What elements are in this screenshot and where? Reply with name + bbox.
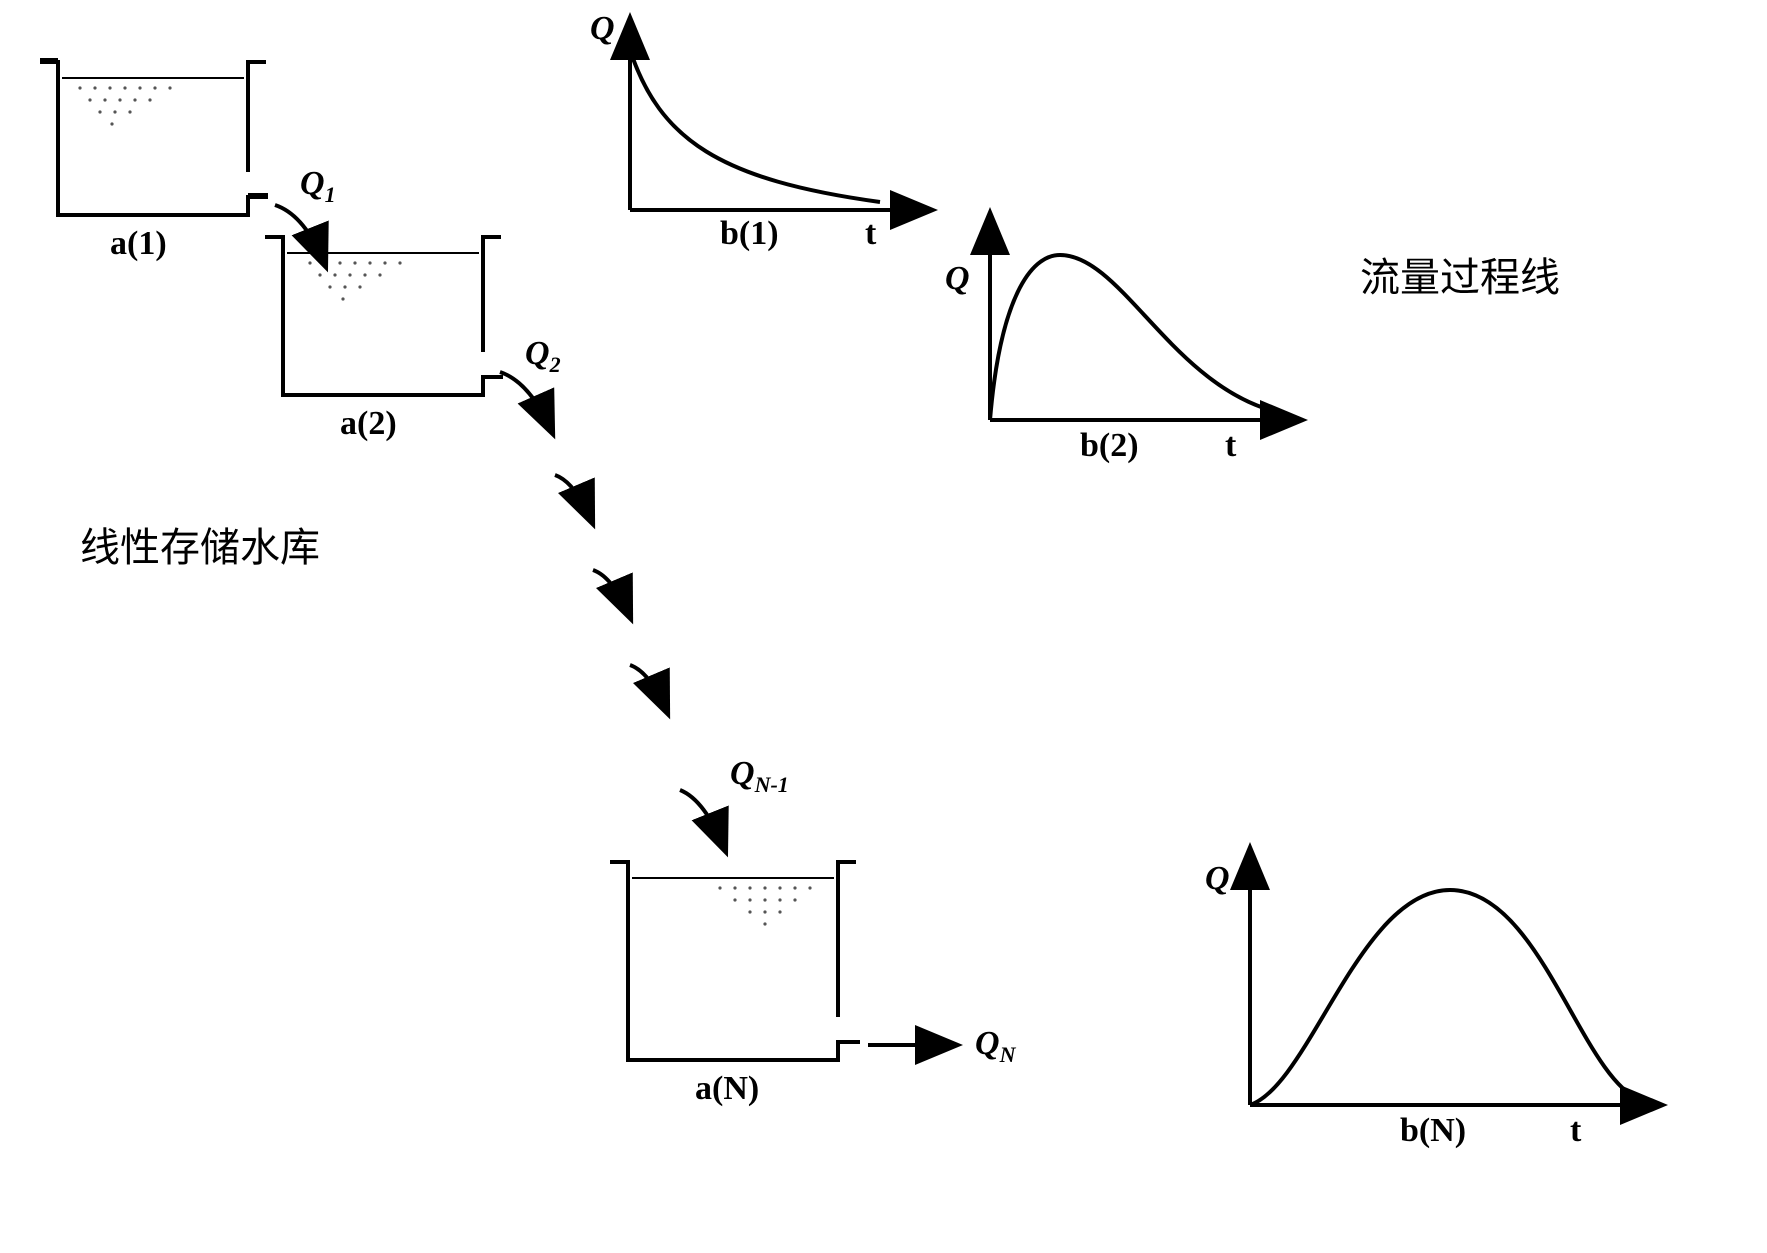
- flow-arrow-qn1: [680, 790, 725, 850]
- chart-bN-ylabel: Q: [1205, 860, 1230, 898]
- chart-b1: Q t b(1): [590, 10, 950, 245]
- caption-left: 线性存储水库: [80, 515, 320, 573]
- chart-b2: Q t b(2): [950, 205, 1320, 455]
- chart-b2-xlabel: t: [1225, 427, 1236, 465]
- chart-bN-caption: b(N): [1400, 1112, 1466, 1150]
- flow-arrow-m3: [630, 665, 667, 712]
- flow-arrow-m1: [555, 475, 592, 522]
- chart-b1-xlabel: t: [865, 215, 876, 253]
- flow-arrow-m2: [593, 570, 630, 617]
- chart-b1-caption: b(1): [720, 215, 779, 253]
- chart-bN-xlabel: t: [1570, 1112, 1581, 1150]
- chart-bN: Q t b(N): [1210, 840, 1670, 1145]
- chart-b1-ylabel: Q: [590, 10, 615, 48]
- flow-qn1-label: QN-1: [730, 755, 789, 798]
- flow-arrow-q1: [275, 205, 325, 265]
- flow-qn-label: QN: [975, 1025, 1015, 1068]
- flow-q1-label: Q1: [300, 165, 336, 208]
- flow-arrow-q2: [500, 372, 552, 432]
- caption-right: 流量过程线: [1360, 245, 1560, 303]
- diagram-stage: a(1) a(2): [0, 0, 1767, 1253]
- flow-q2-label: Q2: [525, 335, 561, 378]
- chart-b2-ylabel: Q: [945, 260, 970, 298]
- chart-b2-caption: b(2): [1080, 427, 1139, 465]
